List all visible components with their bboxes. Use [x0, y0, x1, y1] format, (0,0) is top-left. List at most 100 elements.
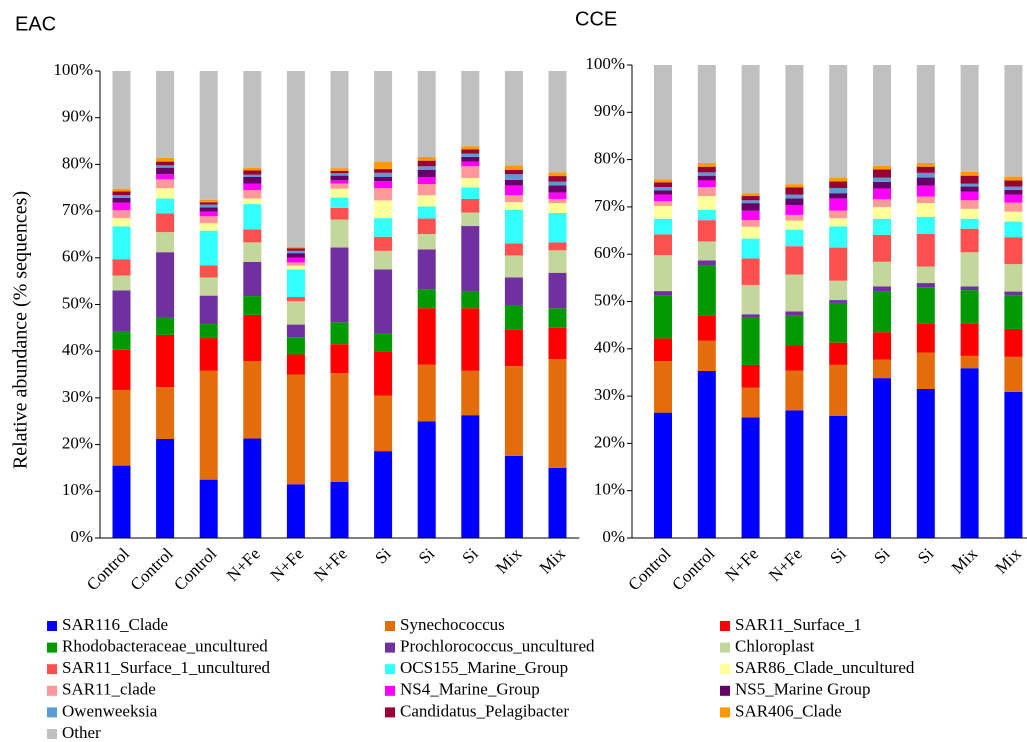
bar-segment: [654, 412, 672, 538]
bar-segment: [461, 198, 480, 213]
bar-segment: [1004, 180, 1023, 187]
bar-segment: [286, 269, 305, 298]
bar-segment: [785, 229, 804, 247]
bar-segment: [504, 255, 523, 278]
x-tick-label: Si: [458, 544, 482, 568]
bar-segment: [697, 315, 716, 341]
bar-segment: [156, 252, 175, 318]
bar-segment: [1004, 391, 1023, 538]
bar-segment: [785, 370, 804, 411]
bar-segment: [785, 246, 804, 275]
bar-segment: [156, 71, 175, 158]
bar-segment: [112, 191, 131, 196]
bar-segment: [199, 202, 218, 205]
bar-segment: [785, 274, 804, 312]
bar-segment: [199, 71, 218, 200]
bar-segment: [1004, 291, 1023, 296]
bar-segment: [374, 177, 393, 182]
bar-segment: [286, 484, 305, 538]
x-tick-label: Mix: [948, 544, 982, 578]
bar-segment: [654, 205, 672, 219]
bar-segment: [243, 174, 262, 178]
x-tick-label: N+Fe: [223, 544, 264, 585]
legend-swatch: [720, 685, 730, 696]
bar-segment: [374, 250, 393, 270]
bar-segment: [960, 368, 979, 538]
bar-segment: [697, 187, 716, 197]
bar-segment: [741, 196, 760, 201]
bar-segment: [960, 286, 979, 291]
y-tick-label: 0%: [70, 527, 93, 546]
bar-segment: [697, 166, 716, 173]
y-tick-label: 20%: [594, 432, 625, 451]
legend-swatch: [385, 685, 395, 696]
bar-segment: [330, 173, 349, 176]
x-tick-label: Si: [826, 544, 850, 568]
bar-segment: [461, 71, 480, 147]
legend-swatch: [47, 621, 57, 631]
bar-segment: [654, 361, 672, 413]
bar-segment: [417, 71, 436, 157]
bar-segment: [1004, 221, 1023, 238]
bar-segment: [199, 223, 218, 231]
bar-segment: [548, 467, 567, 538]
bar-segment: [873, 181, 891, 189]
bar-segment: [504, 209, 523, 244]
chart-title: CCE: [575, 8, 617, 30]
y-tick-label: 100%: [53, 60, 93, 79]
bar-segment: [873, 291, 891, 333]
legend-swatch: [720, 664, 730, 675]
y-axis-label: Relative abundance (% sequences): [10, 191, 32, 469]
bar-segment: [741, 238, 760, 259]
bar-segment: [960, 200, 979, 209]
bar-segment: [374, 451, 393, 538]
bar-segment: [697, 340, 716, 372]
bar-segment: [829, 198, 848, 211]
bar-segment: [461, 370, 480, 416]
bar-segment: [741, 364, 760, 388]
bar-segment: [548, 203, 567, 213]
bar-segment: [461, 146, 480, 150]
x-tick-label: Mix: [492, 544, 526, 578]
bar-segment: [873, 169, 891, 178]
y-tick-label: 40%: [62, 340, 93, 359]
bar-segment: [374, 200, 393, 219]
bar-segment: [199, 211, 218, 217]
bar-segment: [330, 71, 349, 169]
bar-segment: [741, 284, 760, 315]
bar-segment: [243, 229, 262, 243]
legend-swatch: [720, 621, 730, 631]
bar-segment: [374, 351, 393, 396]
bar-segment: [504, 455, 523, 538]
bar-segment: [916, 196, 935, 204]
bar-segment: [548, 272, 567, 309]
bar-segment: [548, 71, 567, 173]
bar-segment: [112, 210, 131, 219]
bar-segment: [112, 202, 131, 211]
legend-label: SAR406_Clade: [735, 701, 842, 720]
bar-segment: [286, 324, 305, 338]
y-tick-label: 90%: [62, 107, 93, 126]
bar-segment: [741, 387, 760, 418]
bar-segment: [960, 323, 979, 356]
bar-segment: [374, 236, 393, 251]
bar-segment: [785, 187, 804, 195]
bar-segment: [243, 262, 262, 297]
x-tick-label: Control: [624, 544, 674, 594]
bar-segment: [286, 71, 305, 248]
bar-segment: [785, 311, 804, 316]
bar-segment: [156, 179, 175, 189]
y-tick-label: 80%: [594, 149, 625, 168]
bar-segment: [199, 338, 218, 371]
bar-segment: [417, 206, 436, 219]
bar-segment: [960, 171, 979, 176]
bar-segment: [916, 323, 935, 353]
bar-segment: [960, 208, 979, 219]
bar-segment: [654, 65, 672, 180]
bar-segment: [916, 283, 935, 288]
y-tick-label: 50%: [594, 290, 625, 309]
legend-label: Owenweeksia: [62, 701, 158, 720]
bar-segment: [286, 301, 305, 325]
y-tick-label: 10%: [62, 480, 93, 499]
